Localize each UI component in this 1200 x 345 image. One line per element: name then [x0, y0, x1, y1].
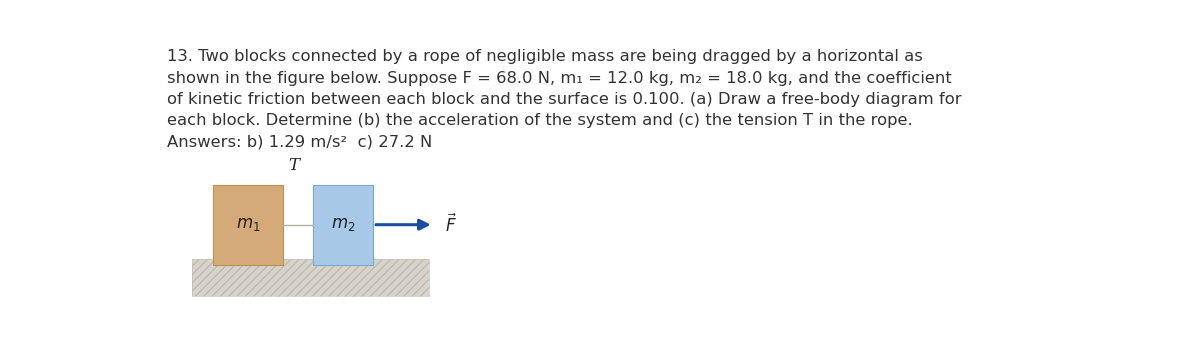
Bar — [192, 259, 430, 296]
Text: 13. Two blocks connected by a rope of negligible mass are being dragged by a hor: 13. Two blocks connected by a rope of ne… — [167, 49, 961, 149]
Bar — [313, 185, 373, 265]
Bar — [214, 185, 283, 265]
Text: $m_1$: $m_1$ — [236, 216, 260, 233]
Text: $\vec{F}$: $\vec{F}$ — [445, 214, 456, 236]
Bar — [192, 259, 430, 296]
Text: $m_2$: $m_2$ — [331, 216, 355, 233]
Text: T: T — [288, 157, 299, 174]
